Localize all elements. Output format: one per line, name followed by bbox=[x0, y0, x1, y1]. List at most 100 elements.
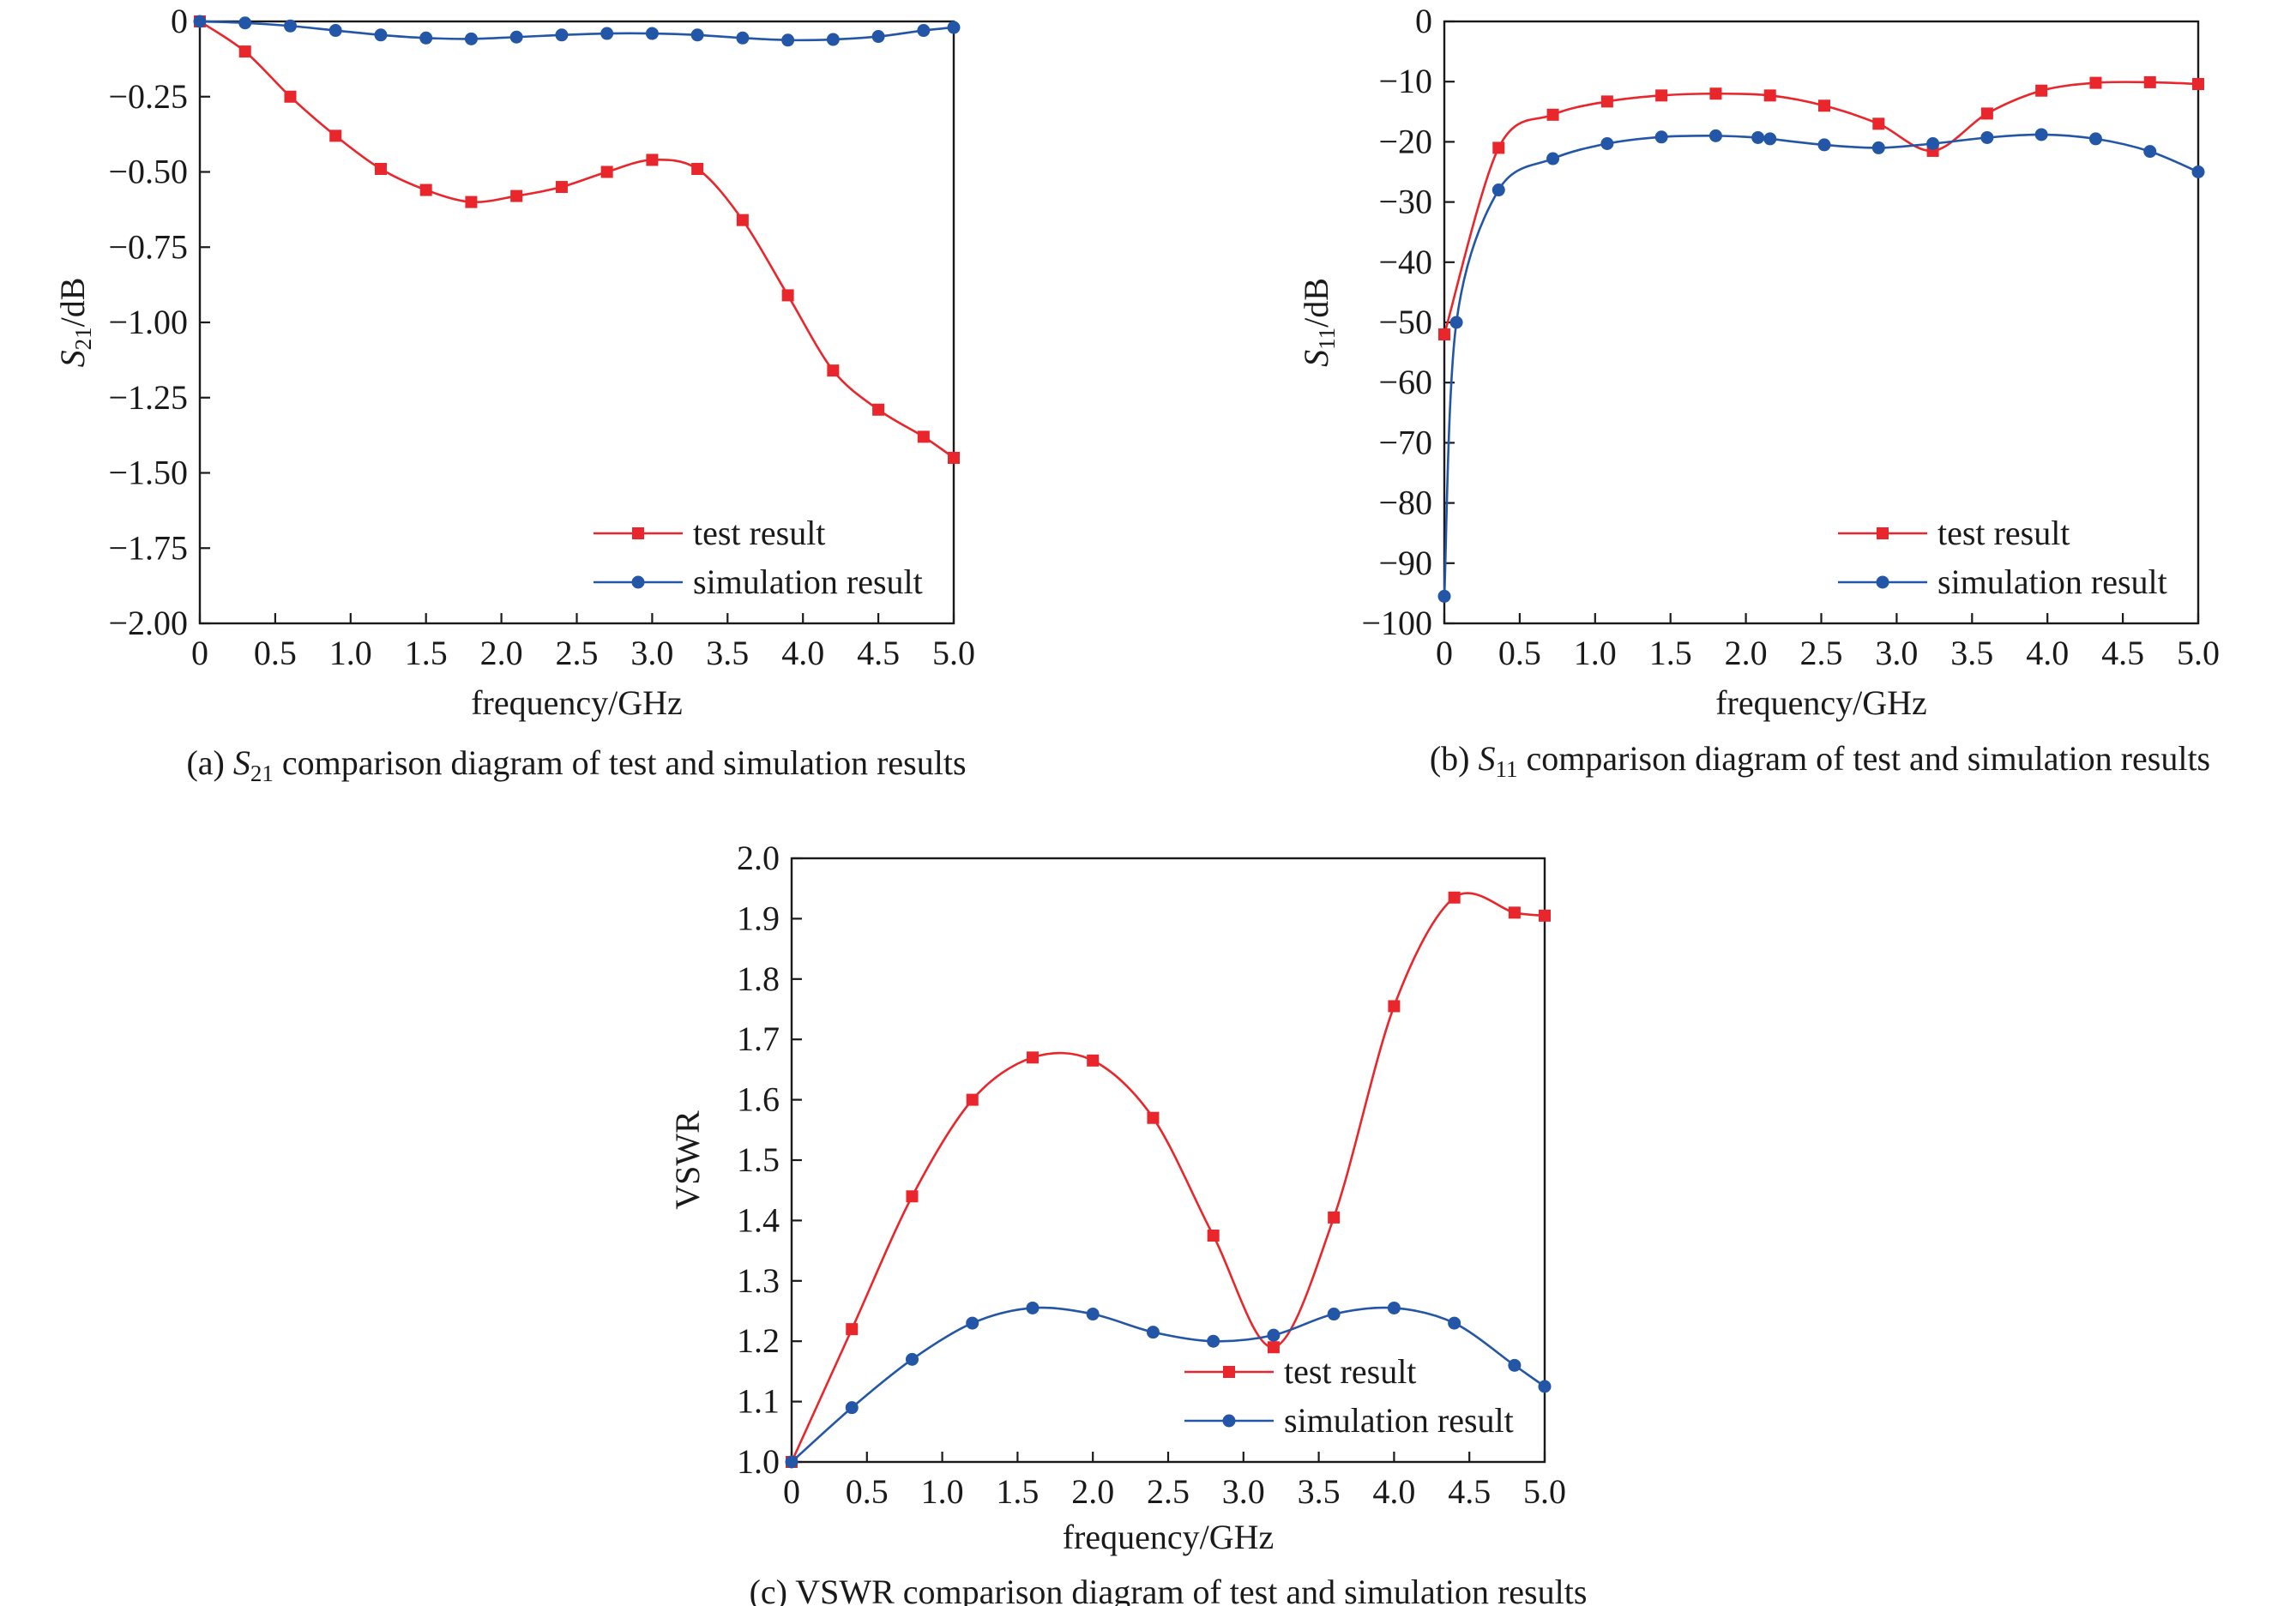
data-point bbox=[283, 19, 297, 33]
data-point bbox=[1438, 328, 1450, 341]
data-point bbox=[2035, 84, 2048, 97]
x-tick-label: 3.5 bbox=[1950, 634, 1993, 672]
y-tick-label: −60 bbox=[1378, 363, 1432, 401]
y-tick-label: −50 bbox=[1378, 303, 1432, 341]
legend-label: simulation result bbox=[693, 562, 923, 601]
data-point bbox=[845, 1401, 859, 1415]
chart-caption-subscript: 21 bbox=[250, 761, 274, 786]
data-point bbox=[781, 33, 795, 47]
y-tick-label: −1.25 bbox=[108, 378, 188, 417]
legend-marker bbox=[632, 527, 644, 539]
x-tick-label: 3.5 bbox=[706, 634, 749, 672]
data-point bbox=[690, 28, 704, 42]
x-tick-label: 1.5 bbox=[996, 1472, 1039, 1511]
data-point bbox=[1087, 1054, 1100, 1067]
data-point bbox=[555, 181, 568, 194]
data-point bbox=[1872, 117, 1885, 130]
data-point bbox=[555, 28, 569, 42]
series-line bbox=[1443, 81, 2199, 335]
data-point bbox=[966, 1316, 979, 1330]
x-tick-label: 3.0 bbox=[1875, 634, 1918, 672]
x-tick-label: 1.0 bbox=[329, 634, 372, 672]
y-tick-label: −2.00 bbox=[108, 604, 188, 642]
x-tick-label: 4.0 bbox=[781, 634, 824, 672]
data-point bbox=[646, 153, 659, 166]
data-point bbox=[509, 30, 523, 44]
x-tick-label: 5.0 bbox=[2177, 634, 2220, 672]
x-tick-label: 3.0 bbox=[1222, 1472, 1265, 1511]
x-tick-label: 2.5 bbox=[1800, 634, 1843, 672]
data-point bbox=[193, 15, 207, 28]
series-line bbox=[1443, 133, 2199, 597]
series-test bbox=[786, 891, 1551, 1468]
plot-frame bbox=[198, 20, 955, 625]
data-point bbox=[1026, 1301, 1040, 1314]
y-tick-label: 1.2 bbox=[737, 1321, 780, 1360]
chart-caption-symbol: S bbox=[233, 743, 250, 782]
y-tick-label: 0 bbox=[171, 2, 188, 40]
chart-caption: (a) S21 comparison diagram of test and s… bbox=[186, 743, 966, 786]
legend-label: test result bbox=[1284, 1352, 1416, 1391]
data-point bbox=[871, 30, 885, 44]
y-tick-label: 1.7 bbox=[737, 1020, 780, 1058]
data-point bbox=[736, 31, 750, 45]
plot-frame bbox=[790, 857, 1546, 1464]
x-tick-label: 0 bbox=[1436, 634, 1453, 672]
y-tick-label: −80 bbox=[1378, 484, 1432, 522]
chart-caption: (c) VSWR comparison diagram of test and … bbox=[750, 1573, 1588, 1606]
data-point bbox=[826, 33, 840, 46]
x-axis-label: frequency/GHz bbox=[1063, 1518, 1275, 1556]
x-tick-label: 1.5 bbox=[1649, 634, 1692, 672]
legend-marker bbox=[631, 575, 645, 589]
series-simulation bbox=[193, 15, 961, 47]
y-tick-label: 1.4 bbox=[737, 1200, 780, 1239]
chart-caption-prefix: (a) bbox=[186, 743, 232, 782]
y-tick-label: 0 bbox=[1415, 2, 1432, 40]
chart-caption-rest: comparison diagram of test and simulatio… bbox=[274, 743, 967, 782]
data-point bbox=[328, 24, 342, 38]
y-tick-label: −1.00 bbox=[108, 303, 188, 341]
y-tick-label: 2.0 bbox=[737, 839, 780, 877]
series-line bbox=[199, 20, 955, 42]
chart-c: 0 0.5 1.0 1.5 2.0 2.5 3.0 3.5 4.0 4.5 5.0 1.0 1.1 1.2… bbox=[668, 839, 1587, 1606]
x-tick-label: 5.0 bbox=[932, 634, 975, 672]
x-tick-label: 4.0 bbox=[1372, 1472, 1415, 1511]
data-point bbox=[846, 1323, 859, 1336]
data-point bbox=[1751, 130, 1765, 144]
x-tick-label: 0.5 bbox=[254, 634, 297, 672]
y-tick-label: −0.25 bbox=[108, 77, 188, 116]
chart-caption: (b) S11 comparison diagram of test and s… bbox=[1430, 739, 2210, 782]
x-tick-label: 2.0 bbox=[1071, 1472, 1114, 1511]
chart-caption-rest: VSWR comparison diagram of test and simu… bbox=[795, 1573, 1587, 1606]
y-tick-label: −10 bbox=[1378, 62, 1432, 100]
y-tick-label: −20 bbox=[1378, 122, 1432, 160]
y-axis-label-subscript: 21 bbox=[70, 327, 96, 350]
y-tick-label: −0.75 bbox=[108, 227, 188, 266]
data-point bbox=[1538, 1380, 1552, 1393]
data-point bbox=[781, 289, 794, 302]
data-point bbox=[2089, 76, 2102, 89]
data-point bbox=[464, 32, 478, 45]
y-tick-label: −90 bbox=[1378, 544, 1432, 582]
legend-label: test result bbox=[1937, 514, 2070, 552]
data-point bbox=[1818, 99, 1831, 112]
data-point bbox=[1871, 141, 1885, 154]
data-point bbox=[1328, 1211, 1341, 1224]
series-test bbox=[194, 15, 960, 464]
x-tick-label: 3.5 bbox=[1298, 1472, 1341, 1511]
data-point bbox=[2191, 165, 2205, 178]
data-point bbox=[1817, 138, 1831, 152]
data-point bbox=[948, 451, 960, 464]
x-tick-label: 1.0 bbox=[921, 1472, 964, 1511]
x-tick-label: 2.0 bbox=[1725, 634, 1768, 672]
data-point bbox=[1449, 316, 1463, 329]
y-tick-label: 1.5 bbox=[737, 1140, 780, 1179]
series-line bbox=[199, 20, 955, 460]
legend: test result simulation result bbox=[1184, 1352, 1514, 1440]
data-point bbox=[827, 364, 840, 377]
data-point bbox=[2143, 145, 2157, 159]
data-point bbox=[1546, 108, 1559, 121]
data-point bbox=[1926, 137, 1940, 151]
data-point bbox=[785, 1455, 798, 1469]
chart-b: 0 0.5 1.0 1.5 2.0 2.5 3.0 3.5 4.0 4.5 5.0 0 −10 −20 −3… bbox=[1297, 2, 2220, 782]
